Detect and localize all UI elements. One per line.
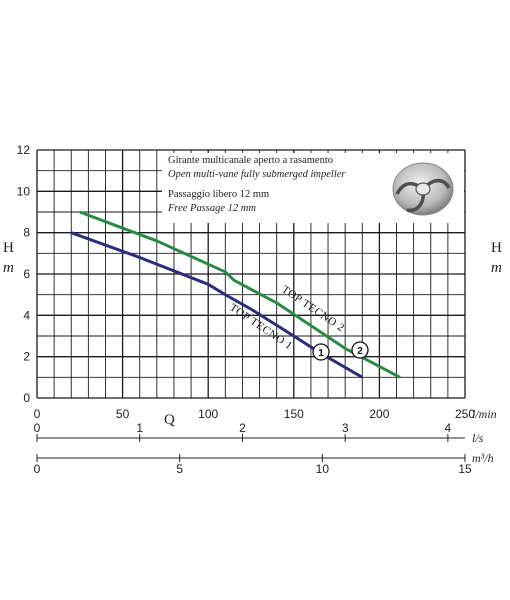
series-line-2 xyxy=(79,210,401,379)
x-axis-unit-lmin: l/min xyxy=(472,407,497,421)
y-tick-label: 0 xyxy=(23,391,30,405)
impeller-icon xyxy=(392,162,454,216)
x-tick-label-ls: 2 xyxy=(239,421,246,435)
x-tick-label-ls: 1 xyxy=(136,421,143,435)
y-tick-label: 12 xyxy=(17,143,31,157)
x-tick-label-lmin: 200 xyxy=(369,407,389,421)
legend-line-3: Passaggio libero 12 mm xyxy=(168,189,270,200)
x-tick-label-lmin: 50 xyxy=(116,407,130,421)
y-tick-label: 4 xyxy=(23,308,30,322)
y-tick-label: 6 xyxy=(23,267,30,281)
y-tick-labels: 0 2 4 6 8 10 12 xyxy=(17,143,31,405)
curve-2-marker-label: 2 xyxy=(357,346,363,357)
x-tick-label-m3h: 5 xyxy=(176,462,183,476)
x-tick-label-ls: 0 xyxy=(34,421,41,435)
x-tick-label-m3h: 15 xyxy=(458,462,472,476)
legend-line-1: Girante multicanale aperto a rasamento xyxy=(168,155,334,166)
x-tick-label-m3h: 0 xyxy=(34,462,41,476)
x-tick-label-lmin: 250 xyxy=(455,407,475,421)
x-axis-unit-ls: l/s xyxy=(472,431,484,445)
y-tick-label: 10 xyxy=(17,184,31,198)
x-tick-label-lmin: 0 xyxy=(34,407,41,421)
legend-line-2: Open multi-vane fully submerged impeller xyxy=(168,169,346,180)
y-axis-label-left: H xyxy=(3,240,14,256)
y-axis-unit-right: m xyxy=(491,260,502,276)
x-axis-unit-m3h: m³/h xyxy=(472,451,494,465)
x-tick-label-lmin: 100 xyxy=(198,407,218,421)
curve-1-marker-label: 1 xyxy=(318,348,324,359)
x-tick-label-ls: 4 xyxy=(445,421,452,435)
curve-2-marker: 2 xyxy=(351,341,369,359)
curve-1-marker: 1 xyxy=(312,343,330,361)
y-axis-unit-left: m xyxy=(3,260,14,276)
legend-line-4: Free Passage 12 mm xyxy=(168,203,256,214)
x-axis-label: Q xyxy=(164,412,175,428)
y-axis-label-right: H xyxy=(491,240,502,256)
x-tick-label-m3h: 10 xyxy=(316,462,330,476)
y-tick-label: 8 xyxy=(23,226,30,240)
y-tick-label: 2 xyxy=(23,350,30,364)
x-tick-label-lmin: 150 xyxy=(284,407,304,421)
x-tick-label-ls: 3 xyxy=(342,421,349,435)
